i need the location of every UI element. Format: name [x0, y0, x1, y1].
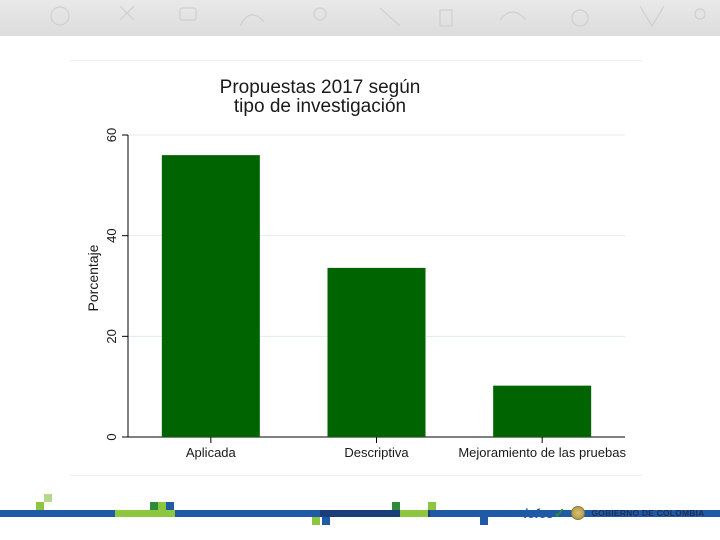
top-banner: [0, 0, 720, 36]
icfes-logo: icfes✓: [524, 504, 566, 521]
colombia-seal-icon: [571, 506, 586, 520]
bar-mejoramiento-de-las-pruebas: [493, 385, 592, 437]
y-tick-label: 40: [104, 228, 119, 242]
footer-logos: icfes✓ GOBIERNO DE COLOMBIA: [524, 500, 704, 526]
banner-doodles: [50, 5, 706, 28]
y-tick-label: 20: [104, 329, 119, 343]
y-tick-label: 60: [104, 128, 119, 142]
y-axis-label: Porcentaje: [85, 244, 101, 311]
chart-title: Propuestas 2017 según tipo de investigac…: [190, 78, 450, 116]
x-tick-label: Descriptiva: [344, 445, 409, 460]
checkmark-icon: ✓: [553, 504, 566, 521]
y-tick-label: 0: [104, 433, 119, 440]
bar-descriptiva: [327, 267, 426, 437]
x-tick-label: Mejoramiento de las pruebas: [458, 445, 626, 460]
footer-stripe: [0, 494, 720, 525]
chart-title-line-1: Propuestas 2017 según: [219, 77, 421, 98]
bar-aplicada: [161, 155, 260, 437]
x-tick-label: Aplicada: [186, 445, 237, 460]
chart-title-line-2: tipo de investigación: [233, 96, 407, 117]
gobierno-colombia-logo: GOBIERNO DE COLOMBIA: [591, 508, 705, 518]
